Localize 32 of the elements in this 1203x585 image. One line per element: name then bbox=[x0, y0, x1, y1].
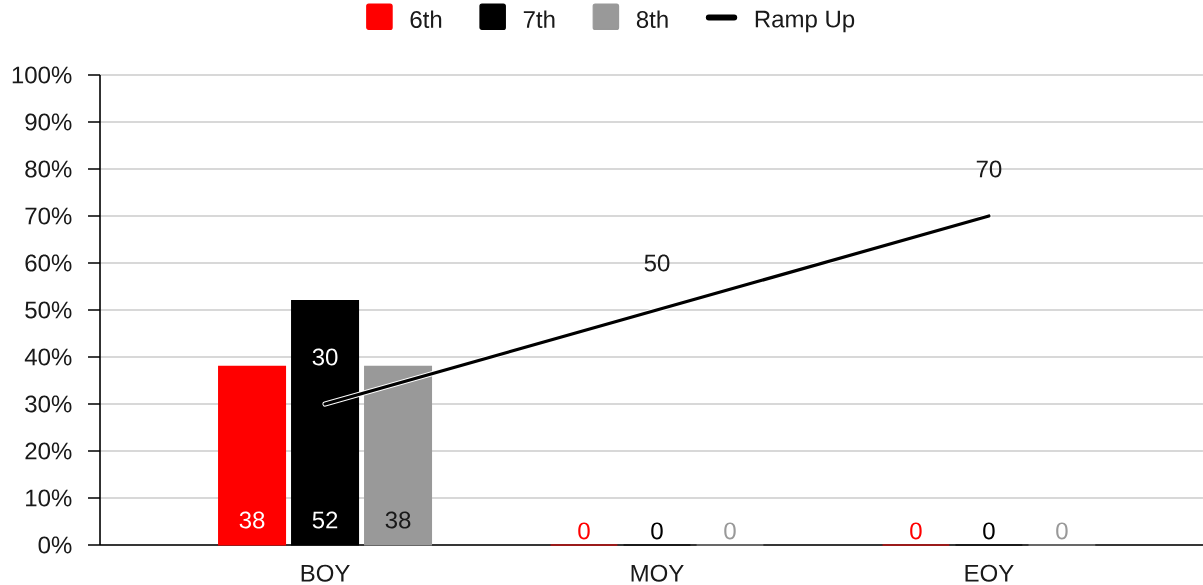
data-label: 70 bbox=[976, 160, 1002, 178]
y-tick-label: 70% bbox=[25, 207, 72, 225]
data-label: 38 bbox=[385, 511, 411, 529]
y-tick-label: 40% bbox=[24, 348, 72, 366]
x-tick-label: EOY bbox=[965, 564, 1014, 582]
y-tick-label: 30% bbox=[25, 395, 72, 413]
y-tick-label: 80% bbox=[25, 160, 72, 178]
legend-label: 8th bbox=[636, 10, 668, 29]
y-tick-label: 0% bbox=[38, 536, 72, 554]
y-tick-label: 20% bbox=[25, 442, 72, 460]
data-label: 0 bbox=[983, 522, 995, 540]
data-label: 38 bbox=[239, 511, 265, 529]
x-tick-label: MOY bbox=[631, 564, 684, 582]
bar bbox=[364, 365, 433, 546]
data-label: 0 bbox=[651, 522, 663, 540]
y-tick-label: 50% bbox=[25, 301, 72, 319]
data-label: 0 bbox=[1056, 522, 1068, 540]
data-label: 30 bbox=[312, 348, 338, 366]
data-label: 50 bbox=[644, 254, 670, 272]
y-tick-label: 90% bbox=[25, 113, 72, 131]
data-label: 0 bbox=[910, 522, 922, 540]
data-label: 52 bbox=[312, 511, 338, 529]
y-tick-label: 100% bbox=[12, 66, 72, 84]
y-tick-label: 10% bbox=[26, 489, 72, 507]
bar bbox=[218, 365, 287, 546]
legend-label: 7th bbox=[523, 10, 555, 28]
y-tick-label: 60% bbox=[25, 254, 72, 272]
data-label: 0 bbox=[724, 522, 736, 540]
legend-label: Ramp Up bbox=[755, 10, 855, 33]
x-tick-label: BOY bbox=[301, 564, 350, 582]
data-label: 0 bbox=[578, 522, 590, 540]
legend-label: 6th bbox=[410, 10, 442, 29]
